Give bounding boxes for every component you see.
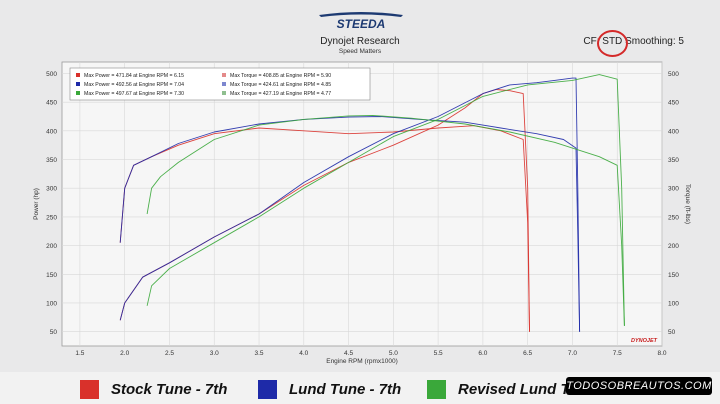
x-tick-label: 3.0 [210, 350, 219, 357]
y-tick-label-left: 450 [46, 100, 57, 107]
y-tick-label-left: 50 [50, 329, 58, 336]
y-tick-label-left: 200 [46, 243, 57, 250]
y-axis-label-left: Power (hp) [33, 188, 40, 220]
x-tick-label: 4.0 [299, 350, 308, 357]
x-tick-label: 5.5 [434, 350, 443, 357]
chart-legend-text: Max Power = 497.67 at Engine RPM = 7.30 [84, 91, 184, 97]
chart-legend-swatch [76, 91, 80, 95]
x-tick-label: 4.5 [344, 350, 353, 357]
dynojet-mark: DYNOJET [631, 338, 658, 344]
x-tick-label: 3.5 [254, 350, 263, 357]
plot-area [61, 61, 663, 347]
y-tick-label-left: 100 [46, 300, 57, 307]
legend-swatch-stock [80, 380, 99, 399]
legend-swatch-revised [427, 380, 446, 399]
smoothing-value: Smoothing: 5 [625, 36, 684, 47]
chart-legend-swatch [222, 91, 226, 95]
series-line-power [119, 77, 581, 332]
watermark-text: TODOSOBREAUTOS.COM [566, 380, 712, 392]
y-tick-label-right: 100 [668, 300, 679, 307]
legend-label-stock: Stock Tune - 7th [111, 381, 228, 398]
x-tick-label: 6.5 [523, 350, 532, 357]
x-tick-label: 7.5 [613, 350, 622, 357]
y-tick-label-right: 400 [668, 128, 679, 135]
cf-smoothing-label: CF: STD Smoothing: 5 [583, 30, 684, 57]
dyno-chart: 1.5 2.0 2.5 3.0 3.5 4.0 4.5 5.0 5.5 6.0 6.5 7.0 7.5 8… [33, 61, 691, 365]
y-tick-label-left: 500 [46, 71, 57, 78]
series-line-torque [119, 116, 581, 332]
cf-prefix: CF: [583, 36, 600, 47]
y-tick-label-left: 250 [46, 214, 57, 221]
y-tick-label-left: 300 [46, 186, 57, 193]
y-tick-label-right: 300 [668, 186, 679, 193]
steeda-wordmark: STEEDA [337, 17, 386, 30]
x-tick-label: 6.0 [478, 350, 487, 357]
y-tick-label-left: 150 [46, 272, 57, 279]
series-line-torque [146, 114, 625, 326]
x-tick-label: 2.0 [120, 350, 129, 357]
legend-item-lund: Lund Tune - 7th [258, 380, 401, 399]
x-tick-label: 5.0 [389, 350, 398, 357]
chart-legend-swatch [222, 73, 226, 77]
legend-label-lund: Lund Tune - 7th [289, 381, 402, 398]
chart-legend-text: Max Torque = 424.61 at Engine RPM = 4.85 [230, 82, 331, 88]
chart-legend-box [69, 67, 371, 101]
y-tick-label-right: 250 [668, 214, 679, 221]
y-tick-label-left: 350 [46, 157, 57, 164]
steeda-logo: STEEDA [319, 12, 403, 30]
x-tick-label: 8.0 [657, 350, 666, 357]
x-tick-label: 1.5 [75, 350, 84, 357]
chart-legend-text: Max Torque = 408.85 at Engine RPM = 5.90 [230, 73, 331, 79]
legend-swatch-lund [258, 380, 277, 399]
y-tick-label-left: 400 [46, 128, 57, 135]
y-tick-label-right: 450 [668, 100, 679, 107]
watermark-badge: TODOSOBREAUTOS.COM [566, 377, 712, 395]
series-line-power [146, 74, 625, 326]
y-axis-label-right: Torque (ft-lbs) [684, 184, 691, 224]
legend-item-stock: Stock Tune - 7th [80, 380, 227, 399]
y-tick-label-right: 500 [668, 71, 679, 78]
chart-legend-swatch [76, 73, 80, 77]
x-axis-label: Engine RPM (rpmx1000) [326, 358, 398, 365]
y-tick-label-right: 350 [668, 157, 679, 164]
x-tick-label: 2.5 [165, 350, 174, 357]
y-tick-label-right: 200 [668, 243, 679, 250]
chart-subtitle: Speed Matters [338, 48, 382, 55]
y-tick-label-right: 50 [668, 329, 676, 336]
y-tick-label-right: 150 [668, 272, 679, 279]
highlight-circle [597, 30, 629, 57]
chart-legend-text: Max Power = 492.56 at Engine RPM = 7.04 [84, 82, 184, 88]
chart-legend-swatch [76, 82, 80, 86]
chart-legend-text: Max Power = 471.84 at Engine RPM = 6.15 [84, 73, 184, 79]
chart-legend-text: Max Torque = 427.19 at Engine RPM = 4.77 [230, 91, 331, 97]
x-tick-label: 7.0 [568, 350, 577, 357]
chart-legend-swatch [222, 82, 226, 86]
chart-title: Dynojet Research [320, 36, 400, 47]
